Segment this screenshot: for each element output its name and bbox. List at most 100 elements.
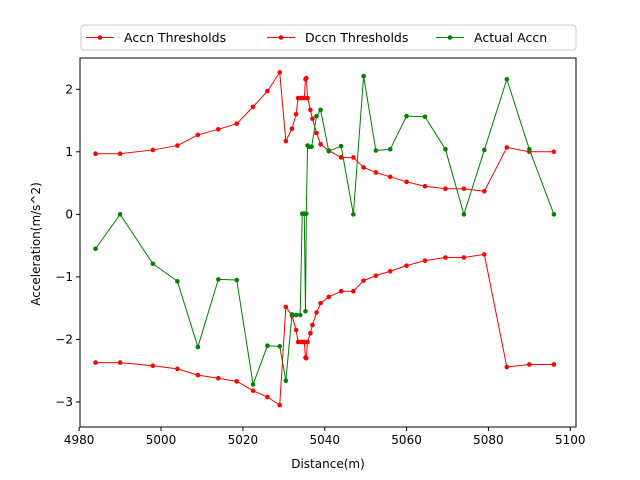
data-point-accn-thresholds — [195, 132, 201, 138]
data-point-accn-thresholds — [305, 339, 310, 345]
x-tick-label: 5100 — [555, 433, 586, 447]
data-point-actual-accn — [297, 312, 303, 318]
axes: 4980 5000 5020 5040 5060 5080 5100 −3 −2 −1 0 1 2 — [55, 57, 586, 447]
data-point-accn-thresholds — [443, 255, 448, 260]
data-point-actual-accn — [527, 147, 532, 152]
data-point-actual-accn — [373, 148, 379, 153]
y-tick-label: 1 — [65, 145, 73, 159]
x-tick-label: 5040 — [309, 433, 340, 447]
data-point-accn-thresholds — [117, 360, 123, 365]
data-point-actual-accn — [482, 147, 487, 153]
x-axis-label: Distance(m) — [291, 457, 365, 471]
data-point-accn-thresholds — [289, 126, 295, 131]
x-tick-label: 5060 — [391, 433, 422, 447]
plot-area — [93, 70, 557, 408]
series-accn-thresholds — [93, 70, 557, 408]
data-point-accn-thresholds — [361, 165, 366, 170]
data-point-accn-thresholds — [305, 95, 310, 101]
legend-box — [80, 24, 577, 51]
data-point-actual-accn — [195, 344, 201, 350]
series-line-accn-thresholds — [95, 71, 554, 192]
data-point-accn-thresholds — [361, 278, 366, 283]
data-point-accn-thresholds — [326, 294, 332, 300]
data-point-accn-thresholds — [150, 147, 156, 153]
data-point-actual-accn — [461, 212, 467, 217]
data-point-accn-thresholds — [443, 186, 448, 192]
data-point-accn-thresholds — [482, 188, 487, 194]
data-point-accn-thresholds — [404, 263, 409, 268]
data-point-accn-thresholds — [195, 372, 201, 378]
data-point-accn-thresholds — [301, 339, 307, 345]
data-point-accn-thresholds — [293, 327, 299, 333]
data-point-accn-thresholds — [351, 288, 356, 294]
data-point-accn-thresholds — [422, 183, 428, 189]
data-point-accn-thresholds — [318, 142, 323, 147]
legend-marker — [447, 35, 453, 40]
data-point-actual-accn — [265, 343, 270, 348]
data-point-actual-accn — [289, 312, 295, 317]
data-point-accn-thresholds — [504, 145, 510, 150]
data-point-actual-accn — [314, 113, 319, 119]
data-point-accn-thresholds — [265, 394, 270, 400]
y-axis-label: Acceleration(m/s^2) — [29, 182, 43, 306]
x-tick-label: 5000 — [146, 433, 177, 447]
x-tick-label: 4980 — [64, 433, 95, 447]
data-point-actual-accn — [309, 144, 314, 150]
data-point-actual-accn — [216, 277, 221, 282]
data-point-accn-thresholds — [304, 75, 309, 81]
data-point-accn-thresholds — [301, 95, 307, 101]
series-actual-accn — [93, 73, 557, 387]
data-point-accn-thresholds — [216, 127, 221, 132]
legend-label: Accn Thresholds — [124, 30, 226, 45]
data-point-accn-thresholds — [277, 70, 283, 75]
data-point-accn-thresholds — [461, 255, 467, 260]
legend-marker — [278, 35, 284, 40]
data-point-accn-thresholds — [234, 379, 240, 384]
data-point-actual-accn — [277, 344, 283, 349]
legend-label: Actual Accn — [474, 30, 547, 45]
data-point-accn-thresholds — [461, 186, 467, 192]
data-point-accn-thresholds — [351, 155, 356, 160]
data-point-actual-accn — [387, 147, 393, 152]
data-point-accn-thresholds — [482, 252, 487, 257]
data-point-actual-accn — [504, 76, 510, 82]
data-point-actual-accn — [234, 277, 240, 283]
data-point-accn-thresholds — [387, 268, 393, 274]
data-point-accn-thresholds — [527, 362, 532, 367]
data-point-accn-thresholds — [93, 151, 98, 156]
data-point-accn-thresholds — [504, 364, 510, 370]
data-point-actual-accn — [404, 113, 409, 119]
legend-label: Dccn Thresholds — [305, 30, 408, 45]
data-point-accn-thresholds — [234, 121, 240, 126]
data-point-actual-accn — [250, 382, 256, 387]
data-point-actual-accn — [303, 309, 308, 314]
data-point-actual-accn — [338, 143, 344, 149]
data-point-accn-thresholds — [551, 362, 557, 367]
data-point-actual-accn — [551, 212, 557, 217]
data-point-accn-thresholds — [308, 107, 313, 113]
axes-frame — [79, 57, 577, 428]
data-point-accn-thresholds — [338, 288, 344, 294]
data-point-accn-thresholds — [117, 151, 123, 156]
data-point-actual-accn — [443, 147, 448, 152]
data-point-accn-thresholds — [175, 143, 180, 148]
data-point-actual-accn — [304, 211, 309, 217]
data-point-actual-accn — [361, 73, 366, 79]
data-point-accn-thresholds — [373, 273, 379, 278]
data-point-accn-thresholds — [551, 149, 557, 155]
data-point-accn-thresholds — [310, 322, 315, 328]
data-point-accn-thresholds — [404, 179, 409, 185]
legend-marker — [97, 35, 103, 40]
series-line-accn-thresholds — [95, 253, 554, 406]
legend: Accn Thresholds Dccn Thresholds Actual Acc… — [80, 24, 577, 51]
data-point-accn-thresholds — [175, 366, 180, 372]
data-point-actual-accn — [293, 312, 299, 318]
data-point-actual-accn — [175, 278, 180, 284]
y-tick-label: 0 — [65, 207, 73, 221]
y-tick-label: 2 — [65, 82, 73, 96]
data-point-actual-accn — [422, 114, 428, 120]
data-point-actual-accn — [351, 212, 356, 217]
